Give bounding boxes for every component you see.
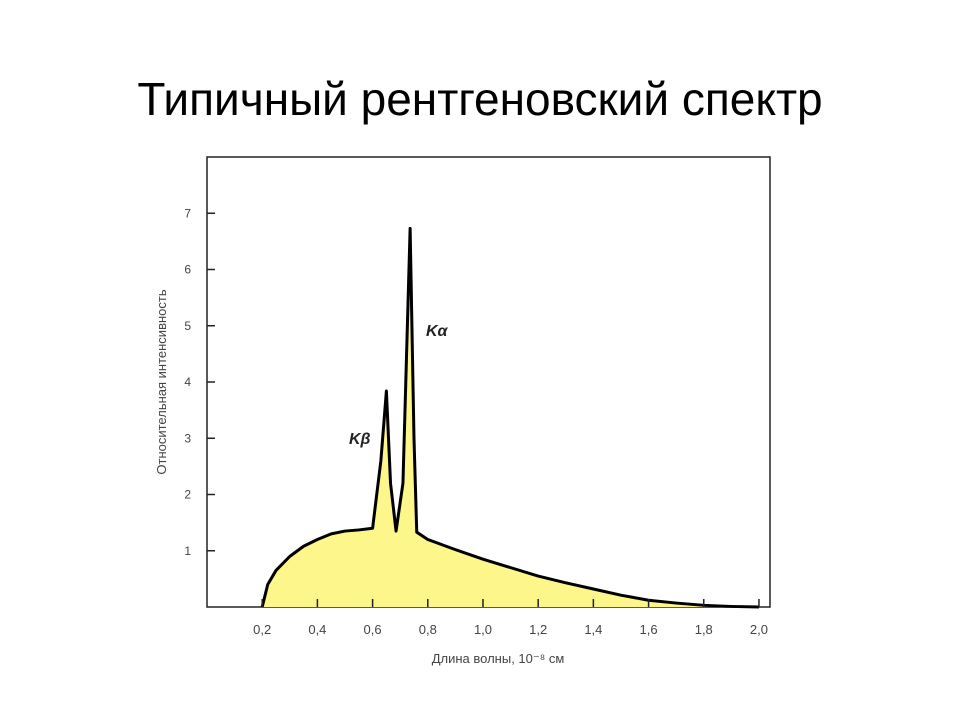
annotation: Kα bbox=[426, 323, 449, 340]
x-tick-label: 0,8 bbox=[419, 622, 437, 637]
x-tick-label: 0,2 bbox=[253, 622, 271, 637]
x-tick-label: 0,6 bbox=[364, 622, 382, 637]
x-tick-label: 0,4 bbox=[308, 622, 326, 637]
area-fill bbox=[262, 228, 759, 607]
plot-frame bbox=[206, 156, 771, 608]
slide-title: Типичный рентгеновский спектр bbox=[137, 73, 822, 125]
x-tick-label: 2,0 bbox=[750, 622, 768, 637]
annotation: Kβ bbox=[349, 431, 371, 448]
x-tick-label: 1,6 bbox=[640, 622, 658, 637]
x-tick-label: 1,0 bbox=[474, 622, 492, 637]
y-tick-label: 1 bbox=[184, 544, 191, 558]
y-tick-label: 2 bbox=[184, 488, 191, 502]
x-axis-label: Длина волны, 10⁻⁸ см bbox=[432, 651, 565, 666]
y-tick-label: 6 bbox=[184, 263, 191, 277]
y-tick-label: 4 bbox=[184, 375, 191, 389]
x-tick-label: 1,8 bbox=[695, 622, 713, 637]
spectrum-line bbox=[260, 226, 759, 609]
y-tick-label: 7 bbox=[184, 206, 191, 220]
y-axis-label: Относительная интенсивность bbox=[154, 289, 169, 474]
y-tick-label: 3 bbox=[184, 431, 191, 445]
y-tick-label: 5 bbox=[184, 319, 191, 333]
x-tick-label: 1,4 bbox=[584, 622, 602, 637]
x-tick-label: 1,2 bbox=[529, 622, 547, 637]
